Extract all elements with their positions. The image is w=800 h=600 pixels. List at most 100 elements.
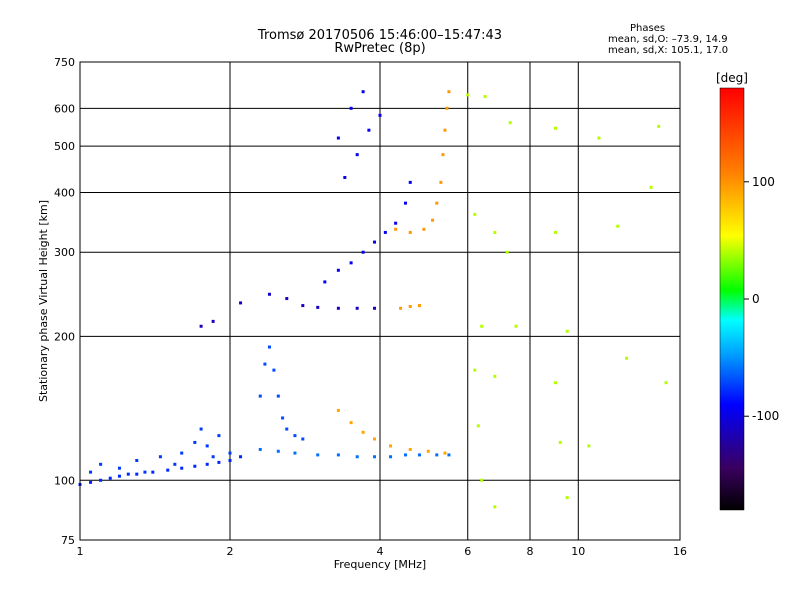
data-point xyxy=(373,455,377,459)
colorbar-ticks: 100 0 -100 xyxy=(744,175,779,423)
data-point xyxy=(408,180,412,184)
x-tick-label: 10 xyxy=(571,545,585,558)
data-point xyxy=(558,440,562,444)
data-point xyxy=(89,480,93,484)
data-point xyxy=(263,362,267,366)
data-point xyxy=(228,458,232,462)
data-point xyxy=(173,462,177,466)
data-point xyxy=(447,453,451,457)
data-point xyxy=(336,408,340,412)
data-point xyxy=(439,180,443,184)
data-point xyxy=(508,121,512,125)
data-point xyxy=(435,453,439,457)
data-point xyxy=(166,468,170,472)
data-point xyxy=(108,476,112,480)
data-point xyxy=(316,305,320,309)
x-axis-label: Frequency [MHz] xyxy=(334,558,426,571)
colorbar xyxy=(719,87,745,511)
x-tick-label: 4 xyxy=(377,545,384,558)
data-point xyxy=(355,153,359,157)
y-tick-label: 200 xyxy=(54,330,75,343)
y-tick-label: 750 xyxy=(54,56,75,69)
data-point xyxy=(228,451,232,455)
data-point xyxy=(285,297,289,301)
data-point xyxy=(480,478,484,482)
legend-line-o: mean, sd,O: –73.9, 14.9 xyxy=(608,34,728,45)
data-point xyxy=(553,230,557,234)
data-point xyxy=(417,453,421,457)
data-point xyxy=(143,470,147,474)
data-point xyxy=(389,444,393,448)
data-point xyxy=(355,306,359,310)
data-point xyxy=(445,106,449,110)
data-point xyxy=(158,455,162,459)
data-point xyxy=(422,227,426,231)
data-point xyxy=(361,250,365,254)
data-point xyxy=(553,126,557,130)
x-tick-labels: 1 2 4 6 8 10 16 xyxy=(77,545,688,558)
data-point xyxy=(473,212,477,216)
data-point xyxy=(239,301,243,305)
data-point xyxy=(293,451,297,455)
data-point xyxy=(267,345,271,349)
data-point xyxy=(408,230,412,234)
data-point xyxy=(373,240,377,244)
data-point xyxy=(383,230,387,234)
data-point xyxy=(373,437,377,441)
data-point xyxy=(657,124,661,128)
data-points xyxy=(78,90,668,509)
data-point xyxy=(258,394,262,398)
data-point xyxy=(447,90,451,94)
data-point xyxy=(199,427,203,431)
x-tick-label: 6 xyxy=(464,545,471,558)
data-point xyxy=(417,304,421,308)
y-tick-labels: 75 100 200 300 400 500 600 750 xyxy=(54,56,75,547)
data-point xyxy=(258,447,262,451)
data-point xyxy=(403,453,407,457)
data-point xyxy=(293,434,297,438)
chart-subtitle: RwPretec (8p) xyxy=(334,41,426,56)
data-point xyxy=(664,381,668,385)
data-point xyxy=(443,451,447,455)
data-point xyxy=(649,185,653,189)
data-point xyxy=(476,424,480,428)
data-point xyxy=(367,128,371,132)
data-point xyxy=(99,478,103,482)
data-point xyxy=(466,93,470,97)
y-tick-label: 300 xyxy=(54,246,75,259)
data-point xyxy=(267,292,271,296)
data-point xyxy=(441,153,445,157)
data-point xyxy=(211,319,215,323)
data-point xyxy=(301,437,305,441)
data-point xyxy=(272,368,276,372)
data-point xyxy=(408,447,412,451)
data-point xyxy=(505,250,509,254)
data-point xyxy=(493,505,497,509)
data-point xyxy=(616,224,620,228)
data-point xyxy=(378,113,382,117)
data-point xyxy=(301,304,305,308)
data-point xyxy=(426,449,430,453)
data-point xyxy=(473,368,477,372)
data-point xyxy=(443,128,447,132)
chart-title: Tromsø 20170506 15:46:00–15:47:43 xyxy=(257,28,503,43)
data-point xyxy=(276,394,280,398)
data-point xyxy=(239,455,243,459)
grid xyxy=(79,61,681,541)
data-point xyxy=(625,356,629,360)
data-point xyxy=(349,106,353,110)
data-point xyxy=(323,280,327,284)
colorbar-tick-label: 100 xyxy=(752,175,775,189)
data-point xyxy=(199,324,203,328)
data-point xyxy=(355,455,359,459)
data-point xyxy=(565,496,569,500)
data-point xyxy=(565,329,569,333)
x-tick-label: 2 xyxy=(227,545,234,558)
data-point xyxy=(394,221,398,225)
data-point xyxy=(408,304,412,308)
data-point xyxy=(217,434,221,438)
data-point xyxy=(336,306,340,310)
data-point xyxy=(483,95,487,99)
data-point xyxy=(514,324,518,328)
